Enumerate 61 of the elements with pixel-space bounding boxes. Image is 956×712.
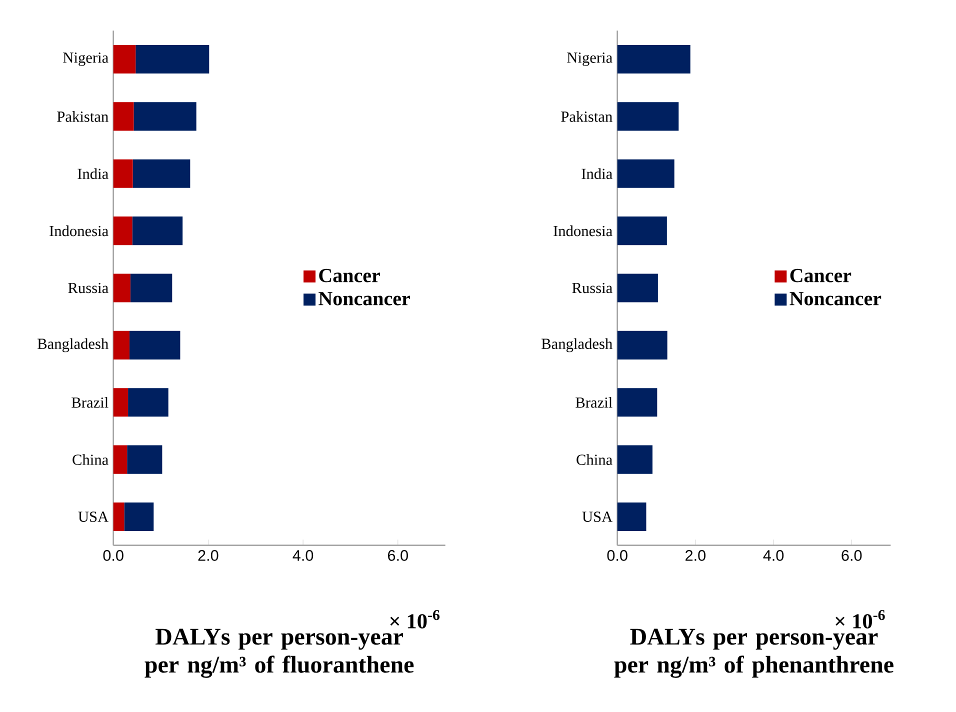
y-tick-label: Indonesia	[50, 225, 108, 236]
bar	[113, 445, 128, 474]
y-tick-label: Nigeria	[567, 52, 612, 66]
y-tick-label: China	[576, 454, 612, 465]
y-tick-label: Russia	[572, 282, 612, 294]
bar	[113, 159, 133, 188]
legend-label: Cancer	[790, 268, 852, 282]
x-tick-label: 6.0	[842, 550, 862, 561]
y-tick-label: Russia	[68, 282, 108, 294]
text: × 10$^{-6}$	[836, 610, 885, 628]
legend-label: Cancer	[319, 268, 380, 282]
bar	[113, 330, 130, 360]
bar	[617, 159, 674, 188]
y-tick-label: USA	[582, 512, 613, 522]
bar	[617, 274, 658, 302]
legend-label: Noncancer	[318, 292, 410, 306]
bar	[617, 102, 679, 131]
text: × 10$^{-6}$	[390, 610, 440, 628]
x-tick-label: 0.0	[103, 550, 124, 561]
bar	[127, 445, 162, 474]
x-tick-label: 0.0	[607, 550, 628, 561]
bar	[136, 44, 210, 74]
y-tick-label: Brazil	[576, 396, 612, 408]
bar	[129, 330, 180, 360]
x-tick-label: 2.0	[686, 550, 706, 561]
y-tick-label: Pakistan	[57, 111, 108, 122]
bar	[617, 330, 668, 360]
bar	[113, 274, 130, 302]
bar	[113, 388, 128, 417]
y-tick-label: Indonesia	[554, 225, 612, 236]
x-axis-title: DALYs per person-year per ng/m³ of phenanthrene	[614, 628, 894, 678]
bar	[617, 216, 667, 246]
legend-label: Noncancer	[790, 292, 882, 306]
y-tick-label: Brazil	[72, 396, 108, 408]
bar	[113, 216, 132, 246]
bar	[617, 44, 690, 74]
y-tick-label: India	[78, 168, 108, 180]
bar	[113, 502, 124, 532]
y-tick-label: Pakistan	[561, 111, 612, 122]
bar	[617, 502, 646, 532]
x-axis-title: DALYs per person-year per ng/m³ of fluoranthene	[144, 628, 414, 678]
bar	[124, 502, 154, 532]
y-tick-label: Nigeria	[63, 52, 108, 66]
bar	[113, 102, 134, 131]
bar	[617, 388, 658, 417]
x-tick-label: 4.0	[292, 550, 314, 561]
y-tick-label: USA	[78, 512, 109, 522]
bar	[130, 274, 172, 302]
y-tick-label: Bangladesh	[38, 338, 108, 352]
y-tick-label: Bangladesh	[542, 338, 612, 352]
bar	[617, 445, 652, 474]
y-tick-label: India	[582, 168, 612, 180]
bar	[132, 216, 183, 246]
y-tick-label: China	[72, 454, 108, 465]
x-tick-label: 6.0	[388, 550, 408, 561]
x-tick-label: 2.0	[198, 550, 218, 561]
bar	[113, 44, 136, 74]
bar	[134, 102, 196, 131]
x-tick-label: 4.0	[763, 550, 784, 561]
bar	[132, 159, 190, 188]
bar	[128, 388, 168, 417]
